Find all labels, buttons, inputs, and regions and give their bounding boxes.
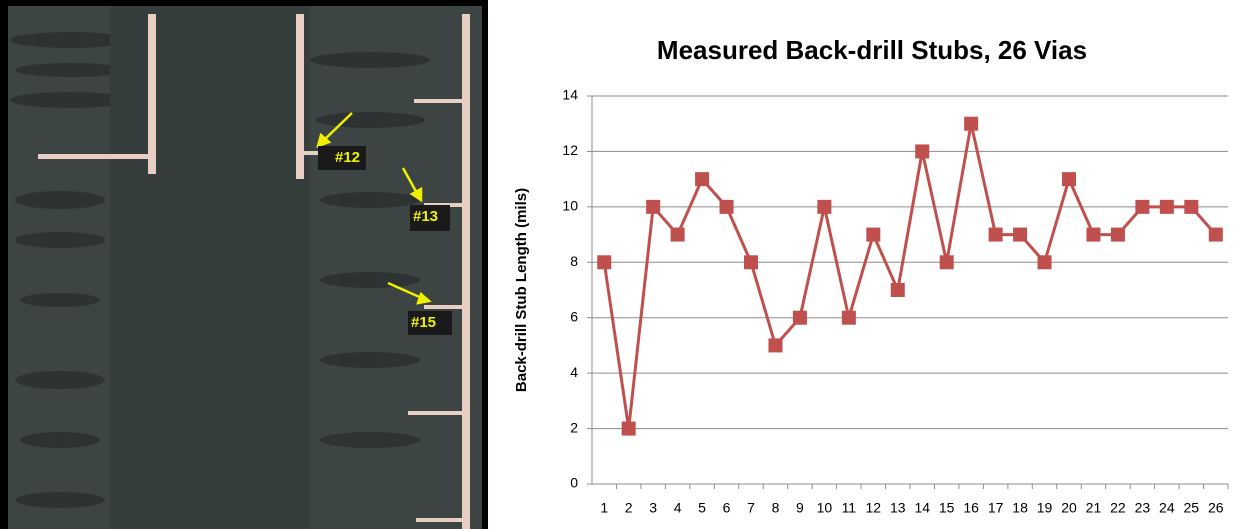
marker bbox=[1086, 228, 1100, 242]
y-tick-label: 4 bbox=[570, 364, 578, 380]
marker bbox=[1111, 228, 1125, 242]
x-tick-label: 5 bbox=[698, 500, 706, 516]
y-tick-label: 6 bbox=[570, 308, 578, 324]
marker bbox=[964, 117, 978, 131]
marker bbox=[793, 311, 807, 325]
x-tick-label: 3 bbox=[649, 500, 657, 516]
marker bbox=[866, 228, 880, 242]
x-tick-label: 14 bbox=[914, 500, 930, 516]
x-tick-label: 18 bbox=[1012, 500, 1028, 516]
y-tick-label: 0 bbox=[570, 475, 578, 491]
marker bbox=[768, 338, 782, 352]
x-tick-label: 26 bbox=[1208, 500, 1224, 516]
marker bbox=[1209, 228, 1223, 242]
x-tick-label: 24 bbox=[1159, 500, 1175, 516]
marker bbox=[940, 255, 954, 269]
marker bbox=[817, 200, 831, 214]
marker bbox=[671, 228, 685, 242]
y-tick-label: 14 bbox=[562, 87, 578, 103]
series-line bbox=[604, 124, 1216, 429]
marker bbox=[891, 283, 905, 297]
marker bbox=[1062, 172, 1076, 186]
y-tick-label: 10 bbox=[562, 198, 578, 214]
x-tick-label: 16 bbox=[963, 500, 979, 516]
y-tick-label: 2 bbox=[570, 419, 578, 435]
marker bbox=[1135, 200, 1149, 214]
x-tick-label: 15 bbox=[939, 500, 955, 516]
marker bbox=[744, 255, 758, 269]
marker bbox=[989, 228, 1003, 242]
x-tick-label: 9 bbox=[796, 500, 804, 516]
via-label: #15 bbox=[411, 314, 436, 331]
page: {"photo": {"labels": ["#12", "#13", "#15… bbox=[0, 0, 1244, 529]
chart-title: Measured Back-drill Stubs, 26 Vias bbox=[657, 35, 1087, 65]
marker bbox=[695, 172, 709, 186]
x-tick-label: 17 bbox=[988, 500, 1004, 516]
marker bbox=[1184, 200, 1198, 214]
x-tick-label: 6 bbox=[723, 500, 731, 516]
x-tick-label: 8 bbox=[772, 500, 780, 516]
marker bbox=[1013, 228, 1027, 242]
x-tick-label: 22 bbox=[1110, 500, 1126, 516]
x-tick-label: 7 bbox=[747, 500, 755, 516]
marker bbox=[915, 144, 929, 158]
x-tick-label: 10 bbox=[817, 500, 833, 516]
drill-hole bbox=[110, 6, 310, 529]
marker bbox=[646, 200, 660, 214]
x-tick-label: 25 bbox=[1184, 500, 1200, 516]
via-label: #13 bbox=[413, 208, 438, 225]
x-tick-label: 2 bbox=[625, 500, 633, 516]
y-tick-label: 8 bbox=[570, 253, 578, 269]
x-tick-label: 11 bbox=[842, 500, 857, 516]
figure: #12 #13 #15 Measured Back-drill Stubs, 2… bbox=[0, 0, 1244, 529]
y-tick-label: 12 bbox=[562, 142, 578, 158]
marker bbox=[1038, 255, 1052, 269]
y-axis-label: Back-drill Stub Length (mils) bbox=[513, 188, 530, 392]
marker bbox=[597, 255, 611, 269]
x-tick-label: 4 bbox=[674, 500, 682, 516]
marker bbox=[842, 311, 856, 325]
marker bbox=[1160, 200, 1174, 214]
micrograph: #12 #13 #15 bbox=[0, 0, 488, 529]
x-tick-label: 1 bbox=[600, 500, 608, 516]
x-tick-label: 23 bbox=[1135, 500, 1151, 516]
x-tick-label: 13 bbox=[890, 500, 906, 516]
marker bbox=[622, 422, 636, 436]
x-tick-label: 19 bbox=[1037, 500, 1053, 516]
via-label: #12 bbox=[335, 149, 360, 166]
x-tick-label: 20 bbox=[1061, 500, 1077, 516]
marker bbox=[720, 200, 734, 214]
x-tick-label: 12 bbox=[866, 500, 882, 516]
x-tick-label: 21 bbox=[1086, 500, 1102, 516]
